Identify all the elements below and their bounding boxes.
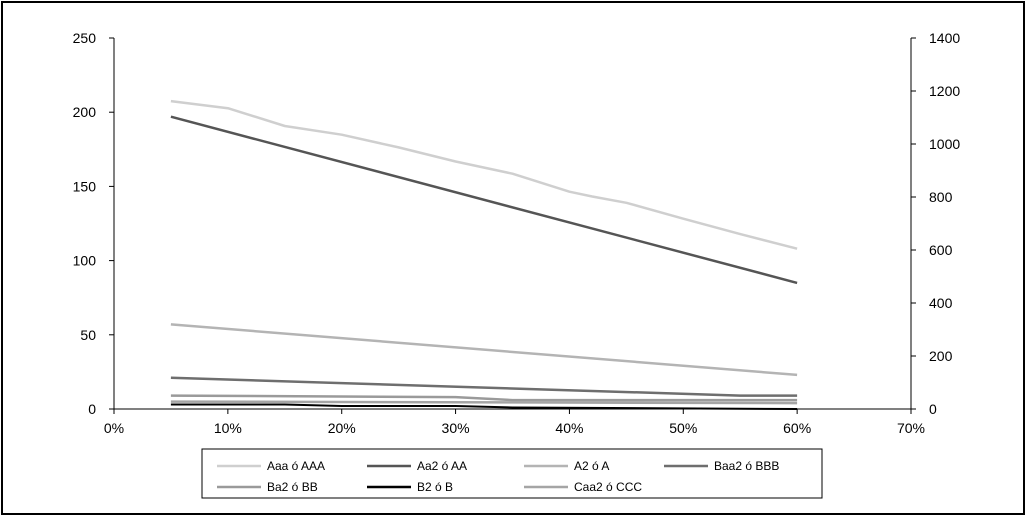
right-y-tick-label: 0 [929,401,937,417]
legend-label: B2 ó B [417,480,453,494]
series-line-6 [170,400,798,405]
legend-label: A2 ó A [574,459,609,473]
left-y-tick-label: 200 [73,104,97,120]
right-y-tick-label: 1400 [929,30,960,46]
x-tick-label: 40% [555,420,583,436]
series-line-0 [170,99,798,250]
x-tick-label: 60% [783,420,811,436]
legend-label: Aa2 ó AA [417,459,467,473]
x-tick-label: 20% [328,420,356,436]
legend-label: Caa2 ó CCC [574,480,642,494]
right-y-tick-label: 1200 [929,83,960,99]
x-tick-label: 30% [442,420,470,436]
legend-label: Ba2 ó BB [267,480,318,494]
series-line-3 [170,376,798,397]
series-line-5 [170,403,798,410]
x-tick-label: 0% [104,420,124,436]
legend-label: Baa2 ó BBB [714,459,779,473]
right-y-tick-label: 1000 [929,136,960,152]
left-y-tick-label: 250 [73,30,97,46]
series-line-4 [170,394,798,402]
x-tick-label: 70% [897,420,925,436]
right-y-tick-label: 200 [929,348,953,364]
left-y-tick-label: 50 [80,327,96,343]
legend-box [201,448,823,499]
right-y-tick-label: 400 [929,295,953,311]
x-tick-label: 10% [214,420,242,436]
left-y-tick-label: 0 [88,401,96,417]
legend-label: Aaa ó AAA [267,459,325,473]
right-y-tick-label: 800 [929,189,953,205]
left-y-tick-label: 150 [73,178,97,194]
legend: Aaa ó AAA Aa2 ó AA A2 ó A Baa2 ó BBB Ba2 ó B… [201,448,823,499]
series-layer [170,99,798,410]
series-line-2 [170,323,798,377]
left-y-tick-label: 100 [73,253,97,269]
x-tick-label: 50% [669,420,697,436]
axes: 0% 10% 20% 30% 40% 50% 60% 70%05010015020025002… [73,30,961,436]
series-line-1 [170,115,798,285]
right-y-tick-label: 600 [929,242,953,258]
